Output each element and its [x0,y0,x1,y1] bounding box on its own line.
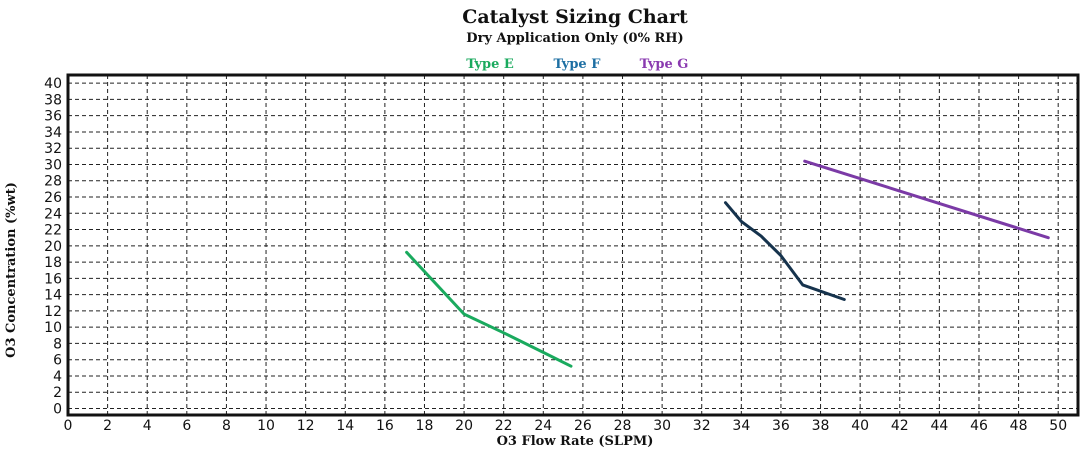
y-tick-label: 18 [44,255,62,271]
x-tick-label: 34 [732,418,750,434]
y-tick-label: 36 [44,109,62,125]
x-tick-label: 26 [574,418,592,434]
y-tick-label: 0 [53,401,62,417]
y-tick-label: 6 [53,353,62,369]
x-tick-label: 8 [222,418,231,434]
x-axis-title: O3 Flow Rate (SLPM) [497,434,654,449]
y-tick-label: 26 [44,190,62,206]
x-tick-label: 42 [891,418,909,434]
y-tick-label: 16 [44,271,62,287]
chart-title: Catalyst Sizing Chart [462,6,688,28]
y-tick-label: 24 [44,206,62,222]
series-line-type-f [724,201,846,301]
x-tick-label: 28 [614,418,632,434]
y-tick-label: 4 [53,369,62,385]
x-tick-label: 22 [495,418,513,434]
x-tick-label: 30 [653,418,671,434]
y-tick-label: 20 [44,239,62,255]
y-tick-label: 14 [44,288,62,304]
x-tick-label: 48 [1010,418,1028,434]
x-tick-label: 50 [1049,418,1067,434]
x-tick-label: 4 [143,418,152,434]
y-tick-label: 12 [44,304,62,320]
x-tick-label: 18 [416,418,434,434]
legend-item-type-f: Type F [554,57,602,72]
x-tick-label: 40 [851,418,869,434]
y-axis-title: O3 Concentration (%wt) [4,182,19,358]
x-tick-label: 36 [772,418,790,434]
y-tick-label: 22 [44,223,62,239]
x-tick-label: 46 [970,418,988,434]
y-tick-label: 34 [44,125,62,141]
x-tick-label: 0 [64,418,73,434]
chart-subtitle: Dry Application Only (0% RH) [466,31,683,46]
y-tick-label: 30 [44,157,62,173]
plot-frame [66,73,1080,417]
grid [67,75,1078,415]
legend: Type E Type F Type G [466,57,688,72]
x-tick-label: 16 [376,418,394,434]
x-tick-label: 32 [693,418,711,434]
y-tick-label: 2 [53,385,62,401]
x-tick-label: 10 [257,418,275,434]
legend-item-type-e: Type E [466,57,514,72]
x-tick-label: 12 [297,418,315,434]
series-line-type-g [803,159,1050,240]
x-tick-label: 44 [930,418,948,434]
x-tick-label: 14 [336,418,354,434]
y-tick-label: 38 [44,92,62,108]
series-line-type-e [405,250,573,368]
x-tick-label: 24 [534,418,552,434]
y-tick-label: 10 [44,320,62,336]
x-tick-label: 2 [103,418,112,434]
plot-border [66,73,1080,417]
x-tick-label: 20 [455,418,473,434]
y-tick-label: 8 [53,336,62,352]
x-tick-label: 6 [182,418,191,434]
plot-area [68,75,1078,415]
legend-item-type-g: Type G [640,57,689,72]
x-tick-label: 38 [812,418,830,434]
x-axis: 0 2 4 6 8 10 12 14 16 18 20 22 24 26 28 30 32 34 36 38 40 42 4… [64,418,1068,434]
y-tick-label: 40 [44,76,62,92]
series-layer [405,159,1050,368]
y-tick-label: 32 [44,141,62,157]
y-tick-label: 28 [44,174,62,190]
